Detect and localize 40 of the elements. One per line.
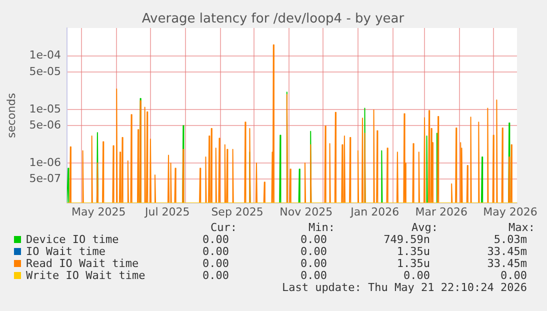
text: 33.45m — [487, 257, 527, 270]
y-tick-label: 1e-04 — [29, 48, 61, 62]
text: 1.35u — [396, 245, 430, 258]
text: Cur: — [210, 221, 237, 234]
text: 749.59n — [384, 233, 430, 246]
x-tick-label: May 2026 — [483, 205, 538, 218]
chart-title: Average latency for /dev/loop4 - by year — [142, 11, 405, 26]
text: 0.00 — [300, 233, 327, 246]
legend-label: IO Wait time — [26, 245, 106, 258]
y-axis-title: seconds — [4, 92, 18, 138]
text: 0.00 — [500, 269, 527, 282]
text: 33.45m — [487, 245, 527, 258]
y-tick-label: 1e-05 — [29, 102, 61, 116]
text: 0.00 — [300, 269, 327, 282]
legend-label: Device IO time — [26, 233, 119, 246]
text: 5.03m — [494, 233, 527, 246]
text: 0.00 — [202, 257, 229, 270]
text: 0.00 — [404, 269, 430, 282]
text: 0.00 — [300, 257, 327, 270]
y-tick-label: 5e-06 — [29, 118, 61, 132]
text: Avg: — [412, 221, 438, 234]
text: 0.00 — [202, 269, 229, 282]
text: Last update: Thu May 21 22:10:24 2026 — [282, 281, 527, 294]
text: 1.35u — [396, 257, 430, 270]
legend-label: Write IO Wait time — [26, 269, 146, 282]
x-tick-label: Jul 2025 — [144, 205, 190, 218]
y-tick-label: 1e-06 — [29, 156, 61, 169]
x-tick-label: Nov 2025 — [280, 205, 333, 218]
text: 0.00 — [202, 245, 229, 258]
text: Min: — [308, 221, 335, 234]
text: Max: — [508, 221, 535, 234]
x-tick-label: Sep 2025 — [211, 205, 264, 218]
legend-label: Read IO Wait time — [26, 257, 139, 270]
y-tick-label: 5e-07 — [29, 172, 61, 186]
y-tick-label: 5e-05 — [29, 64, 61, 78]
x-tick-label: Jan 2026 — [350, 205, 400, 218]
text: 0.00 — [300, 245, 327, 258]
text: 0.00 — [202, 233, 229, 246]
x-tick-label: May 2025 — [71, 205, 126, 218]
x-tick-label: Mar 2026 — [415, 205, 468, 218]
